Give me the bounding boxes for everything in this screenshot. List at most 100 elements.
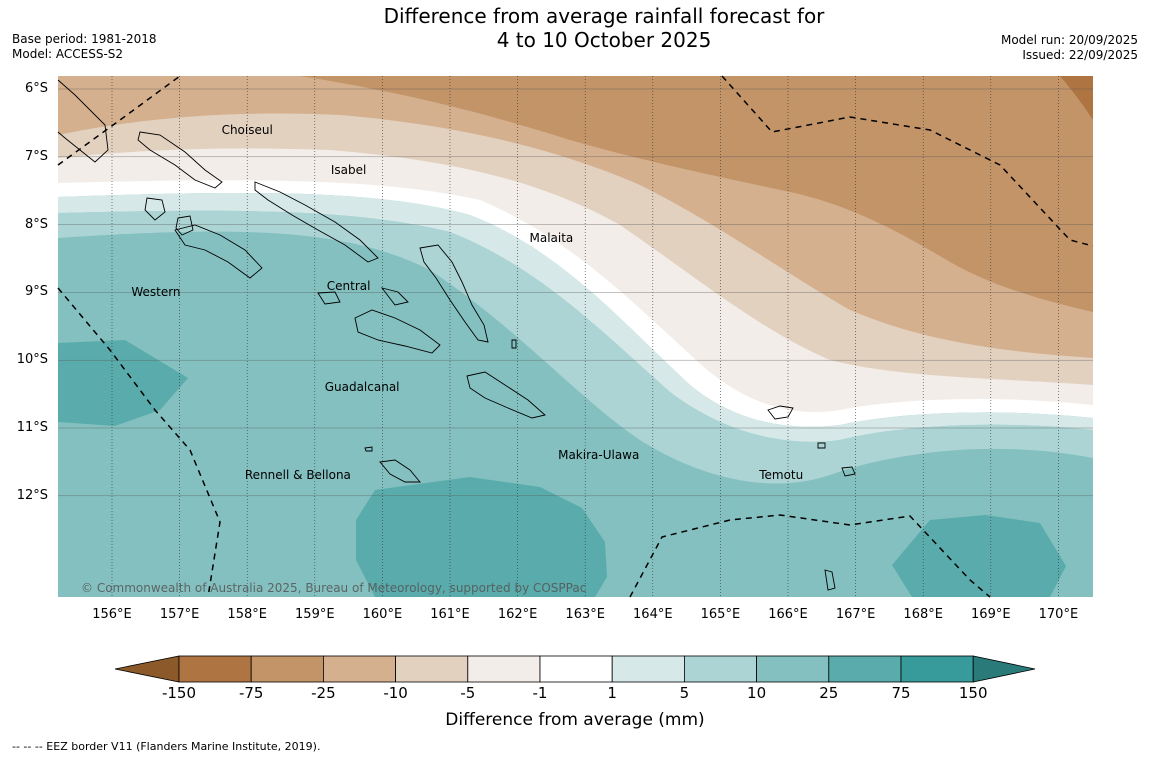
choiseul-coast	[137, 131, 223, 189]
graticule	[58, 76, 1093, 597]
makira-coast	[466, 371, 546, 419]
eez-borders	[57, 75, 1094, 598]
longitude-label: 158°E	[227, 607, 267, 622]
band-25-75-east	[892, 515, 1066, 597]
eez-border-northeast	[721, 75, 1094, 247]
band-1-5	[58, 192, 1093, 442]
latitude-label: 9°S	[24, 284, 48, 300]
longitude-label: 163°E	[565, 607, 605, 622]
latitude-label: 7°S	[24, 148, 48, 164]
colorbar-tick-label: 75	[891, 684, 911, 702]
copyright-text: © Commonwealth of Australia 2025, Bureau…	[81, 581, 587, 595]
latitude-label: 11°S	[16, 420, 48, 435]
longitude-label: 166°E	[768, 607, 808, 622]
region-label-guadalcanal: Guadalcanal	[324, 380, 400, 395]
colorbar-swatch	[756, 655, 830, 683]
model-run-text: Model run: 20/09/2025	[1000, 33, 1138, 47]
colorbar	[114, 655, 1036, 683]
kolombangara-coast	[175, 215, 194, 236]
colorbar-tick-label: 1	[607, 684, 617, 702]
region-label-isabel: Isabel	[330, 163, 367, 178]
colorbar-tick-label: 25	[819, 684, 839, 702]
longitude-label: 161°E	[430, 607, 470, 622]
latitude-label: 6°S	[24, 81, 48, 96]
region-label-rennell-bellona: Rennell & Bellona	[244, 468, 351, 483]
colorbar-extend-high	[972, 655, 1036, 683]
region-label-choiseul: Choiseul	[221, 123, 273, 138]
ulawa-coast	[511, 339, 517, 349]
base-period-text: Base period: 1981-2018	[12, 32, 157, 46]
band-minus150-minus75	[1060, 76, 1093, 120]
guadalcanal-coast	[354, 309, 441, 354]
chart-title-line1: Difference from average rainfall forecas…	[383, 4, 825, 28]
colorbar-tick-label: -150	[161, 684, 197, 702]
colorbar-tick-label: -10	[383, 684, 408, 702]
rainfall-anomaly-field	[58, 76, 1093, 597]
issued-text: Issued: 22/09/2025	[1022, 48, 1138, 62]
longitude-label: 167°E	[835, 607, 876, 622]
colorbar-tick-label: -75	[238, 684, 264, 702]
eez-border-southeast	[629, 514, 991, 598]
colorbar-swatch	[467, 655, 541, 683]
longitude-label: 159°E	[295, 607, 335, 622]
florida-islands-coast	[317, 287, 409, 306]
latitude-label: 12°S	[16, 487, 48, 503]
utupua-coast	[817, 442, 826, 449]
isabel-coast	[254, 181, 379, 263]
colorbar-swatch	[322, 655, 396, 683]
eez-legend-note: -- -- -- EEZ border V11 (Flanders Marine…	[12, 740, 321, 753]
meta-right: Model run: 20/09/2025 Issued: 22/09/2025	[1001, 33, 1138, 63]
longitude-label: 162°E	[497, 607, 538, 622]
rennell-coast	[379, 459, 421, 483]
malaita-coast	[419, 244, 489, 343]
vella-lavella-coast	[144, 197, 166, 221]
vanikoro-coast	[841, 466, 856, 477]
new-georgia-coast	[174, 224, 263, 279]
latitude-label: 10°S	[16, 352, 48, 368]
region-label-temotu: Temotu	[759, 468, 804, 483]
band-25-75-west	[58, 340, 188, 426]
colorbar-extend-low	[114, 655, 180, 683]
chart-title-line2: 4 to 10 October 2025	[496, 28, 712, 52]
colorbar-swatch	[395, 655, 469, 683]
colorbar-tick-label: -5	[460, 684, 476, 702]
longitude-label: 164°E	[633, 607, 673, 622]
coastlines	[57, 79, 856, 591]
longitude-label: 157°E	[159, 607, 200, 622]
longitude-label: 165°E	[700, 607, 741, 622]
colorbar-swatch	[611, 655, 685, 683]
colorbar-swatch	[178, 655, 252, 683]
longitude-label: 156°E	[92, 607, 132, 622]
longitude-label: 169°E	[971, 607, 1011, 622]
band-minus75-minus25	[300, 76, 1093, 312]
longitude-label: 168°E	[903, 607, 943, 622]
colorbar-tick-label: 10	[747, 684, 767, 702]
meta-left: Base period: 1981-2018 Model: ACCESS-S2	[12, 32, 157, 62]
colorbar-swatch	[828, 655, 902, 683]
colorbar-tick-label: -25	[311, 684, 336, 702]
band-5-10	[58, 210, 1093, 484]
region-label-central: Central	[326, 278, 371, 293]
tikopia-coast	[824, 569, 836, 591]
eez-border-north	[57, 75, 181, 166]
latitude-label: 8°S	[24, 216, 48, 232]
bougainville-coast	[57, 79, 109, 163]
region-label-makira-ulawa: Makira-Ulawa	[558, 448, 640, 463]
region-label-malaita: Malaita	[529, 231, 574, 246]
bellona-coast	[364, 446, 373, 452]
colorbar-tick-label: 150	[958, 684, 988, 702]
colorbar-tick-label: 5	[679, 684, 690, 702]
santa-cruz-coast	[767, 405, 794, 420]
eez-border-west	[57, 287, 221, 598]
colorbar-swatch	[684, 655, 758, 683]
colorbar-swatch	[250, 655, 324, 683]
band-25-75-south	[356, 477, 607, 597]
colorbar-label: Difference from average (mm)	[445, 710, 705, 730]
region-label-western: Western	[131, 285, 181, 300]
longitude-label: 160°E	[362, 607, 403, 622]
colorbar-swatch	[900, 655, 974, 683]
model-text: Model: ACCESS-S2	[12, 47, 124, 61]
colorbar-swatch	[539, 655, 613, 683]
longitude-label: 170°E	[1038, 607, 1079, 622]
